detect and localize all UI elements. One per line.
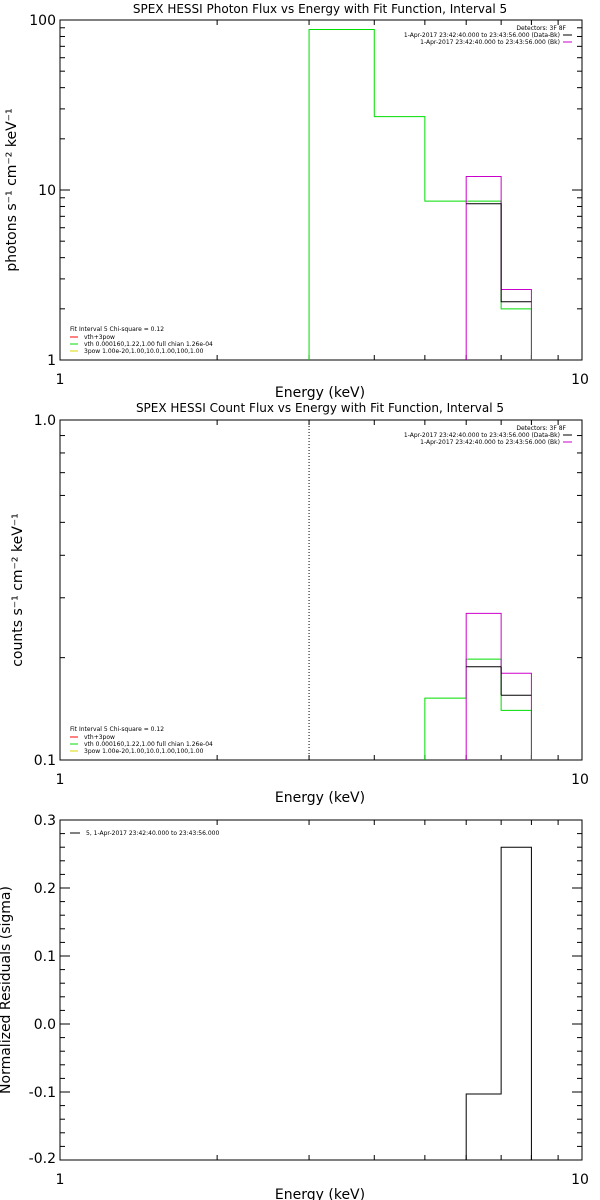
panel3-ytick-0-1: 0.1: [34, 949, 56, 965]
panel1-fit-line1: Fit Interval 5 Chi-square = 0.12: [70, 326, 164, 333]
panel2-header-line2: 1-Apr-2017 23:42:40.000 to 23:43:56.000 …: [420, 439, 560, 446]
panel1-xlabel: Energy (keV): [275, 385, 365, 401]
panel1-header-line2: 1-Apr-2017 23:42:40.000 to 23:43:56.000 …: [420, 39, 560, 46]
panel2-series-1: [424, 658, 532, 760]
panel3-ylabel: Normalized Residuals (sigma): [0, 886, 14, 1094]
panel2-ticks: [59, 420, 583, 761]
panel2-series-3: [466, 666, 532, 696]
panel3-xtick-10: 10: [571, 1172, 589, 1188]
panel3-series: [465, 846, 532, 1160]
panel2-fit-line4: 3pow 1.00e-20,1.00,10.0,1.00,100,1.00: [84, 748, 204, 755]
panel2-ytick-0-1: 0.1: [34, 753, 56, 769]
panel3-plot-frame: [59, 819, 583, 1161]
panel2-plot-frame: [59, 419, 583, 761]
panel3-ytick-0-3: 0.3: [34, 813, 56, 829]
panel2-title: SPEX HESSI Count Flux vs Energy with Fit…: [136, 401, 504, 415]
panel1-header-line1: 1-Apr-2017 23:42:40.000 to 23:43:56.000 …: [404, 32, 560, 39]
residuals-panel: 0.3 0.2 0.1 0.0 -0.1 -0.2 1 10 Energy (k…: [0, 813, 589, 1200]
panel1-xtick-1: 1: [56, 372, 65, 388]
panel3-ytick-neg-0-2: -0.2: [29, 1151, 56, 1167]
count-flux-panel: SPEX HESSI Count Flux vs Energy with Fit…: [10, 401, 589, 806]
panel2-ytick-1: 1.0: [34, 413, 56, 429]
panel1-series: [308, 28, 532, 360]
panel1-series-1: [308, 28, 532, 360]
panel2-xtick-1: 1: [56, 772, 65, 788]
panel1-fit-line4: 3pow 1.00e-20,1.00,10.0,1.00,100,1.00: [84, 348, 204, 355]
panel1-series-3: [466, 203, 532, 303]
panel2-detectors: Detectors: 3F 8F: [516, 425, 566, 432]
panel2-fit-line3: vth 0.000160,1.22,1.00 full chian 1.26e-…: [84, 741, 213, 748]
panel1-fit-line2: vth+3pow: [84, 334, 115, 341]
panel3-ticks: [59, 819, 583, 1161]
panel1-detectors: Detectors: 3F 8F: [516, 25, 566, 32]
panel1-ticks: [59, 20, 583, 361]
panel1-fit-line3: vth 0.000160,1.22,1.00 full chian 1.26e-…: [84, 341, 213, 348]
panel1-ylabel: photons s⁻¹ cm⁻² keV⁻¹: [4, 108, 20, 271]
panel3-ytick-neg-0-1: -0.1: [29, 1085, 56, 1101]
panel2-xlabel: Energy (keV): [275, 790, 365, 806]
panel2-fit-line1: Fit Interval 5 Chi-square = 0.12: [70, 726, 164, 733]
panel3-legend-text: 5, 1-Apr-2017 23:42:40.000 to 23:43:56.0…: [86, 830, 219, 837]
panel2-series-2: [465, 612, 532, 760]
panel3-xlabel: Energy (keV): [275, 1187, 365, 1200]
panel3-xtick-1: 1: [56, 1172, 65, 1188]
panel3-series-1: [465, 846, 532, 1160]
panel2-ylabel: counts s⁻¹ cm⁻² keV⁻¹: [10, 513, 26, 667]
panel2-header-line1: 1-Apr-2017 23:42:40.000 to 23:43:56.000 …: [404, 432, 560, 439]
panel3-ytick-0-0: 0.0: [34, 1017, 56, 1033]
panel1-ytick-10: 10: [38, 183, 56, 199]
panel1-ytick-1: 1: [47, 353, 56, 369]
panel2-fit-line2: vth+3pow: [84, 734, 115, 741]
panel3-ytick-0-2: 0.2: [34, 881, 56, 897]
panel2-series: [308, 420, 532, 760]
panel1-ytick-100: 100: [29, 13, 56, 29]
panel2-xtick-10: 10: [571, 772, 589, 788]
panel1-title: SPEX HESSI Photon Flux vs Energy with Fi…: [133, 2, 507, 16]
panel1-xtick-10: 10: [571, 372, 589, 388]
photon-flux-panel: SPEX HESSI Photon Flux vs Energy with Fi…: [4, 2, 589, 401]
